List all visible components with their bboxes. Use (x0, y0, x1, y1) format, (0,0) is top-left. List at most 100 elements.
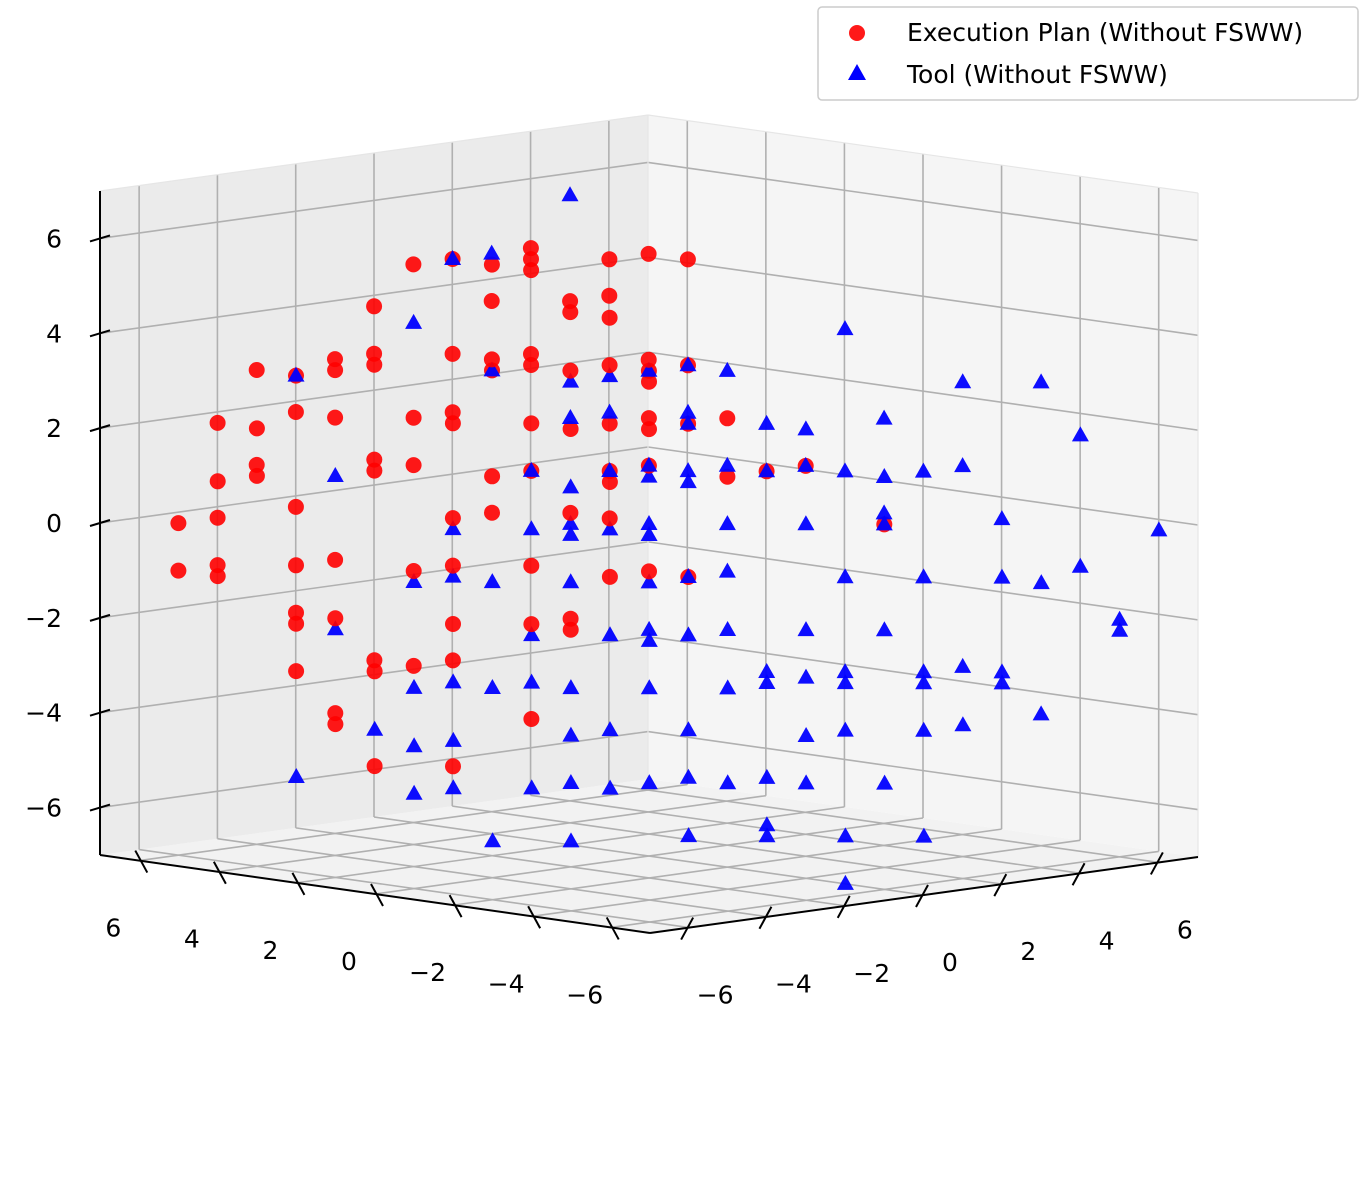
tool-point (836, 827, 854, 843)
tool-point (562, 525, 580, 541)
tool-point (601, 462, 619, 477)
tool-point (1071, 426, 1089, 442)
tool-point (444, 567, 462, 583)
tool-point (1150, 521, 1168, 537)
execution-plan-point (562, 362, 579, 379)
execution-plan-point (523, 346, 539, 362)
tool-point (836, 320, 854, 336)
execution-plan-point (327, 409, 344, 426)
execution-plan-point (248, 362, 265, 378)
x-tick (993, 873, 1008, 897)
execution-plan-point (327, 610, 344, 627)
tool-point (444, 520, 462, 536)
tool-point (640, 573, 658, 589)
y-tick (370, 883, 384, 907)
gridline (647, 351, 1199, 431)
tool-point (405, 737, 423, 753)
tool-point (679, 721, 697, 737)
execution-plan-point (444, 404, 461, 421)
tool-point (640, 774, 658, 790)
tool-point (601, 626, 619, 642)
tool-point (1111, 610, 1129, 626)
execution-plan-point (209, 473, 226, 490)
tool-point (758, 827, 776, 843)
tool-point (875, 515, 893, 531)
gridline (99, 256, 649, 335)
execution-plan-point (209, 414, 226, 431)
execution-plan-point (562, 421, 579, 437)
tool-point (366, 720, 384, 736)
tool-point (797, 621, 815, 637)
tool-point (562, 832, 580, 848)
execution-plan-point (366, 298, 383, 315)
execution-plan-point (601, 357, 618, 374)
execution-plan-point (719, 468, 736, 485)
execution-plan-point (327, 705, 344, 722)
x-tick-label: −4 (775, 970, 812, 999)
execution-plan-point (405, 409, 422, 426)
tool-point (875, 504, 893, 520)
x-tick-label: 6 (1177, 915, 1193, 944)
execution-plan-point (288, 557, 304, 574)
tool-point (718, 361, 736, 377)
tool-point (758, 462, 776, 478)
gridline (530, 794, 1081, 875)
execution-plan-point (601, 568, 618, 585)
execution-plan-point (444, 510, 461, 527)
tool-point (679, 414, 697, 430)
execution-plan-point (601, 415, 618, 432)
gridline (452, 805, 1003, 885)
execution-plan-point (523, 357, 540, 373)
execution-plan-point (248, 420, 265, 437)
execution-plan-point (483, 293, 500, 309)
x-tick-label: −6 (697, 981, 734, 1010)
tool-point (993, 510, 1011, 526)
tool-point (679, 403, 697, 419)
tool-point (640, 467, 658, 483)
execution-plan-point (287, 404, 304, 420)
tool-point (875, 621, 893, 637)
execution-plan-point (641, 373, 657, 390)
tool-point (601, 721, 619, 737)
x-tick (1149, 851, 1164, 875)
z-tick-label: 0 (46, 509, 62, 538)
execution-plan-point (288, 663, 305, 680)
execution-plan-point (641, 563, 657, 580)
tool-point (836, 568, 854, 584)
execution-plan-point (444, 345, 461, 362)
tool-point (1111, 621, 1129, 637)
x-tick (758, 906, 773, 930)
execution-plan-point (209, 568, 226, 585)
gridline (99, 351, 649, 429)
execution-plan-point (405, 457, 422, 474)
tool-point (405, 573, 423, 588)
pane-edge (99, 114, 649, 192)
tool-point (561, 186, 579, 202)
gridline (99, 161, 649, 240)
execution-plan-point (562, 621, 579, 638)
tool-point (679, 768, 697, 784)
tool-point (993, 674, 1011, 690)
execution-plan-point (562, 504, 579, 521)
z-tick (89, 613, 111, 622)
z-tick-label: −4 (25, 699, 62, 728)
tool-point (1071, 557, 1089, 573)
tool-point (562, 573, 580, 589)
x-tick-label: −2 (853, 959, 890, 988)
tool-point (718, 562, 736, 578)
tool-point (523, 779, 541, 795)
execution-plan-point (523, 616, 540, 633)
x-tick (1071, 862, 1086, 886)
tool-point (797, 774, 815, 790)
execution-plan-point (640, 351, 657, 368)
tool-point (719, 774, 737, 790)
tool-point (758, 414, 776, 430)
execution-plan-point (366, 451, 383, 468)
tool-point (679, 568, 697, 583)
tool-point (954, 457, 972, 473)
tool-point (601, 367, 619, 383)
legend-marker-execution-plan (849, 25, 865, 41)
tool-point (326, 467, 344, 482)
execution-plan-point (170, 515, 187, 532)
z-tick-label: −2 (25, 604, 62, 633)
